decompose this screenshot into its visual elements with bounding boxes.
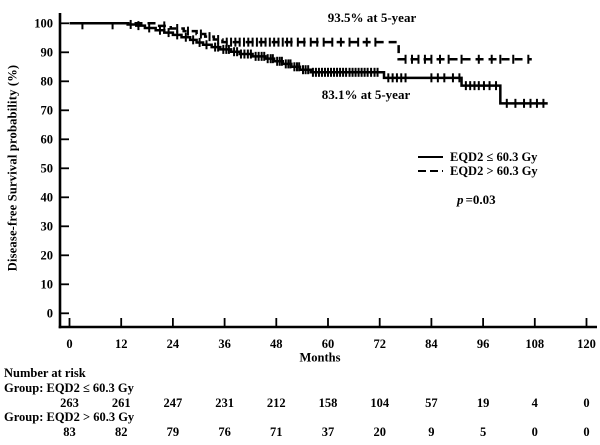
x-tick-label: 120 <box>577 337 596 351</box>
dashed-line-swatch <box>418 169 443 173</box>
solid-line-swatch <box>418 156 443 158</box>
risk-group-2-label: Group: EQD2 > 60.3 Gy <box>4 410 135 424</box>
x-tick-label: 36 <box>218 337 231 351</box>
y-tick-label: 40 <box>41 191 54 205</box>
risk-count: 247 <box>163 396 183 410</box>
risk-count: 0 <box>583 396 590 410</box>
x-tick-label: 72 <box>373 337 386 351</box>
risk-table-heading: Number at risk <box>4 366 86 380</box>
risk-counts-row-2: 83 82 79 76 71 37 20 9 5 0 0 <box>0 425 600 439</box>
x-axis-title: Months <box>299 350 341 365</box>
p-value-label: p =0.03 <box>457 192 496 208</box>
x-tick-label: 12 <box>115 337 128 351</box>
legend-item-solid: EQD2 ≤ 60.3 Gy <box>418 150 538 164</box>
risk-count: 0 <box>531 425 538 439</box>
y-tick-label: 80 <box>41 75 54 89</box>
risk-count: 20 <box>373 425 386 439</box>
risk-count: 37 <box>321 425 335 439</box>
x-tick-label: 108 <box>525 337 544 351</box>
y-tick-label: 0 <box>47 307 53 321</box>
x-tick-label: 96 <box>477 337 490 351</box>
risk-count: 231 <box>215 396 234 410</box>
y-tick-label: 100 <box>34 17 53 31</box>
x-tick-label: 0 <box>66 337 72 351</box>
risk-count: 104 <box>370 396 390 410</box>
y-tick-label: 70 <box>41 104 54 118</box>
risk-counts-row-1: 263 261 247 231 212 158 104 57 19 4 0 <box>0 396 600 410</box>
y-tick-label: 60 <box>41 133 54 147</box>
risk-count: 261 <box>111 396 131 410</box>
risk-count: 263 <box>60 396 79 410</box>
x-tick-label: 24 <box>167 337 180 351</box>
risk-count: 19 <box>476 396 490 410</box>
survival-curve-solid <box>69 22 548 105</box>
risk-count: 9 <box>428 425 435 439</box>
annotation-solid-5yr: 83.1% at 5-year <box>321 87 411 102</box>
risk-count: 4 <box>531 396 538 410</box>
legend: EQD2 ≤ 60.3 Gy EQD2 > 60.3 Gy <box>418 150 538 178</box>
risk-count: 79 <box>166 425 180 439</box>
y-tick-label: 50 <box>41 162 54 176</box>
p-symbol: p <box>457 192 464 207</box>
annotation-dashed-5yr: 93.5% at 5-year <box>327 10 417 25</box>
risk-count: 82 <box>114 425 128 439</box>
risk-group-1-label: Group: EQD2 ≤ 60.3 Gy <box>4 381 134 395</box>
risk-count: 158 <box>318 396 338 410</box>
risk-count: 71 <box>270 425 283 439</box>
y-tick-label: 10 <box>41 278 54 292</box>
risk-count: 5 <box>479 425 487 439</box>
risk-count: 0 <box>583 425 590 439</box>
x-tick-label: 84 <box>425 337 438 351</box>
risk-count: 76 <box>218 425 231 439</box>
y-tick-label: 20 <box>41 249 54 263</box>
x-tick-label: 48 <box>270 337 283 351</box>
legend-label-solid: EQD2 ≤ 60.3 Gy <box>450 149 538 164</box>
legend-item-dashed: EQD2 > 60.3 Gy <box>418 164 538 178</box>
x-tick-label: 60 <box>322 337 335 351</box>
y-tick-label: 30 <box>41 220 54 234</box>
risk-count: 83 <box>63 425 76 439</box>
legend-label-dashed: EQD2 > 60.3 Gy <box>450 163 538 178</box>
y-axis-title: Disease-free Survival probability (%) <box>5 64 20 272</box>
risk-count: 212 <box>266 396 286 410</box>
y-tick-label: 90 <box>41 46 54 60</box>
risk-count: 57 <box>425 396 438 410</box>
p-value-number: =0.03 <box>465 192 496 207</box>
